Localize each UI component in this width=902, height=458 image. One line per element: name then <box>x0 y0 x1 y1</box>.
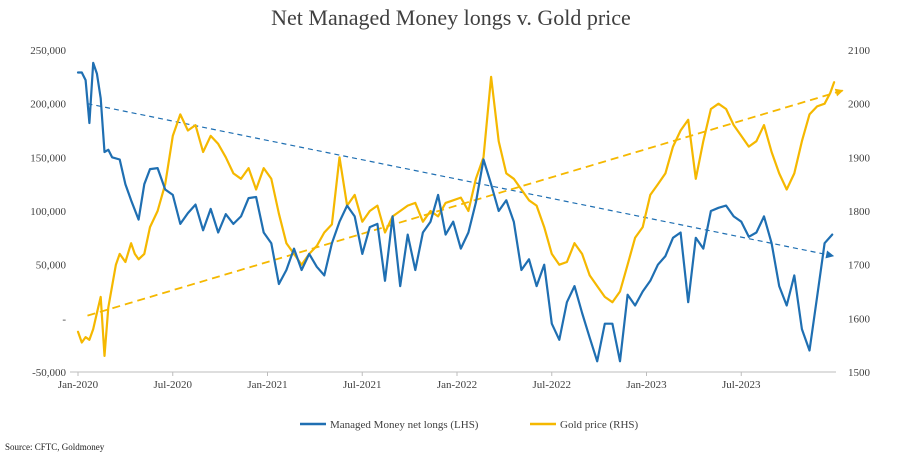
series <box>76 61 836 363</box>
left-axis-ticks: -50,000-50,000100,000150,000200,000250,0… <box>30 45 66 379</box>
chart-title: Net Managed Money longs v. Gold price <box>271 5 631 30</box>
left-tick-label: 250,000 <box>30 45 66 57</box>
right-axis-ticks: 1500 1600 1700 1800 1900 2000 2100 <box>848 45 871 379</box>
gold-price-trendline <box>87 89 844 317</box>
legend: Managed Money net longs (LHS) Gold price… <box>300 419 639 431</box>
managed-money-line <box>76 61 834 363</box>
source-note: Source: CFTC, Goldmoney <box>5 442 105 452</box>
gold-price-trend-arrow <box>834 88 844 97</box>
right-tick-label: 2000 <box>848 99 871 111</box>
legend-label-gold-price: Gold price (RHS) <box>560 419 639 431</box>
x-tick-label: Jul-2023 <box>722 379 761 391</box>
x-axis-ticks: Jan-2020 Jul-2020 Jan-2021 Jul-2021 Jan-2022… <box>58 372 761 391</box>
right-tick-label: 2100 <box>848 45 871 57</box>
legend-label-managed-money: Managed Money net longs (LHS) <box>330 419 479 431</box>
x-tick-label: Jan-2023 <box>626 379 667 391</box>
right-tick-label: 1600 <box>848 313 871 325</box>
right-tick-label: 1500 <box>848 367 871 379</box>
x-tick-label: Jan-2022 <box>437 379 477 391</box>
legend-item-gold-price: Gold price (RHS) <box>530 419 639 431</box>
left-tick-label: -50,000 <box>32 367 66 379</box>
x-tick-label: Jul-2021 <box>343 379 382 391</box>
x-tick-label: Jan-2021 <box>247 379 287 391</box>
x-tick-label: Jul-2020 <box>154 379 193 391</box>
managed-money-trendline <box>87 103 835 257</box>
right-tick-label: 1800 <box>848 206 871 218</box>
legend-item-managed-money: Managed Money net longs (LHS) <box>300 419 479 431</box>
left-tick-label: 150,000 <box>30 152 66 164</box>
trendlines <box>87 88 844 317</box>
x-tick-label: Jul-2022 <box>533 379 572 391</box>
right-tick-label: 1900 <box>848 152 871 164</box>
right-tick-label: 1700 <box>848 260 871 272</box>
left-tick-label: - <box>62 313 66 325</box>
x-tick-label: Jan-2020 <box>58 379 99 391</box>
gold-price-line <box>76 75 836 357</box>
left-tick-label: 100,000 <box>30 206 66 218</box>
left-tick-label: 200,000 <box>30 99 66 111</box>
left-tick-label: 50,000 <box>36 260 67 272</box>
managed-money-trend-arrow <box>825 250 835 259</box>
